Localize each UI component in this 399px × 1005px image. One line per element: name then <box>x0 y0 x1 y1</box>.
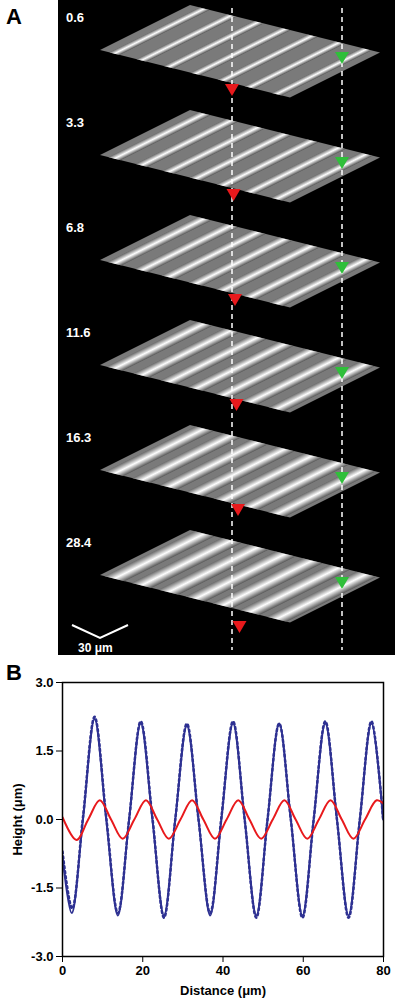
svg-text:A: A <box>6 4 22 29</box>
svg-text:80: 80 <box>376 963 390 978</box>
svg-text:20: 20 <box>136 963 150 978</box>
svg-text:0: 0 <box>59 963 66 978</box>
svg-text:Distance (μm): Distance (μm) <box>180 983 266 998</box>
svg-text:11.6: 11.6 <box>66 325 91 340</box>
svg-text:60: 60 <box>296 963 310 978</box>
svg-text:-3.0: -3.0 <box>31 949 53 964</box>
svg-text:6.8: 6.8 <box>66 220 84 235</box>
svg-text:30 μm: 30 μm <box>78 641 113 655</box>
svg-text:0.6: 0.6 <box>66 10 84 25</box>
svg-text:16.3: 16.3 <box>66 430 91 445</box>
html-text:B: B <box>6 660 22 685</box>
svg-text:3.0: 3.0 <box>35 675 53 690</box>
svg-text:3.3: 3.3 <box>66 115 84 130</box>
svg-text:28.4: 28.4 <box>66 535 92 550</box>
svg-text:Height (μm): Height (μm) <box>10 783 25 855</box>
svg-text:-1.5: -1.5 <box>31 880 53 895</box>
svg-text:40: 40 <box>216 963 230 978</box>
svg-text:0.0: 0.0 <box>35 812 53 827</box>
svg-text:1.5: 1.5 <box>35 743 53 758</box>
